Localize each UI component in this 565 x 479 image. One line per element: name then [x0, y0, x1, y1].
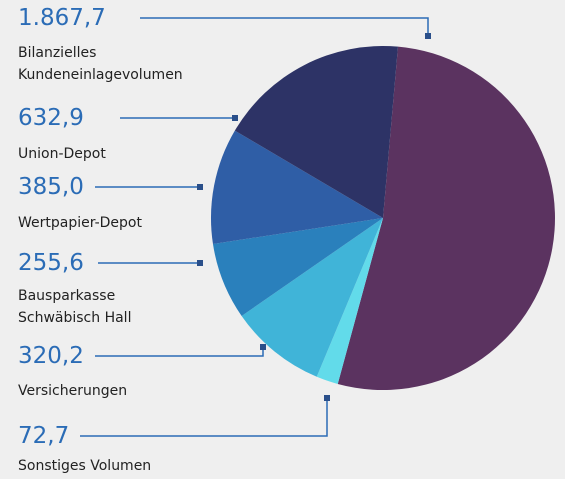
value-label: 72,7 [18, 423, 70, 449]
pie-slice [337, 46, 556, 391]
pie-slice [241, 218, 383, 377]
pie-slice [316, 218, 383, 384]
pie-slice [234, 45, 398, 219]
leader-dot [197, 260, 203, 266]
category-label: Union-Depot [18, 146, 106, 162]
category-label: Bausparkasse Schwäbisch Hall [18, 288, 132, 326]
category-label: Sonstiges Volumen [18, 458, 152, 474]
value-label: 320,2 [18, 343, 84, 369]
category-label: Wertpapier-Depot [18, 215, 142, 231]
category-label: Bilanzielles Kundeneinlagevolumen [18, 45, 183, 83]
leader-dot [425, 33, 431, 39]
value-label: 255,6 [18, 250, 84, 276]
value-label: 632,9 [18, 105, 84, 131]
value-label: 385,0 [18, 174, 84, 200]
value-label: 1.867,7 [18, 5, 106, 31]
category-label: Versicherungen [18, 383, 128, 399]
pie-slice [210, 130, 383, 244]
leader-line [140, 17, 429, 36]
leader-dot [197, 184, 203, 190]
leader-dot [260, 344, 266, 350]
leader-line [80, 398, 328, 437]
leader-dot [232, 115, 238, 121]
pie-slice [212, 218, 383, 316]
leader-line [95, 347, 264, 357]
leader-dot [324, 395, 330, 401]
